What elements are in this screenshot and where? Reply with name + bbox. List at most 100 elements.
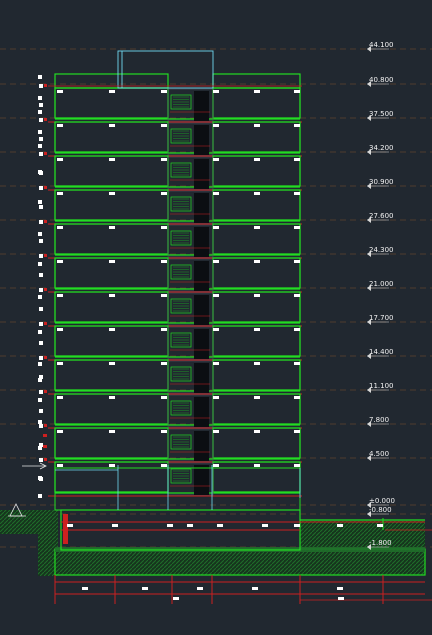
core-cell xyxy=(167,258,214,292)
level-label: 4.500 xyxy=(369,450,389,458)
floor xyxy=(48,461,302,497)
edge-marker-red xyxy=(44,458,47,461)
level-label: 21.000 xyxy=(369,280,394,288)
window-marker xyxy=(161,362,167,365)
edge-marker xyxy=(39,322,43,326)
window-marker xyxy=(161,328,167,331)
window-marker xyxy=(254,124,260,127)
side-marker xyxy=(38,420,42,424)
core-cell xyxy=(167,292,214,326)
podium-marker xyxy=(294,524,300,527)
podium-marker xyxy=(337,524,343,527)
window-marker xyxy=(254,396,260,399)
floor xyxy=(48,223,302,259)
side-marker xyxy=(38,362,42,366)
pile-marker xyxy=(252,587,258,590)
edge-marker-red xyxy=(44,84,47,87)
side-marker-red xyxy=(43,445,47,448)
edge-marker-red xyxy=(44,356,47,359)
window-marker xyxy=(254,158,260,161)
pile-marker xyxy=(82,587,88,590)
side-marker xyxy=(38,494,42,498)
window-marker xyxy=(109,158,115,161)
floor xyxy=(48,155,302,191)
window-marker xyxy=(57,90,63,93)
window-marker xyxy=(213,124,219,127)
window-marker xyxy=(294,294,300,297)
level-label: 11.100 xyxy=(369,382,394,390)
elevator-shaft xyxy=(194,261,209,291)
elevator-shaft xyxy=(194,91,209,121)
level-label: 30.900 xyxy=(369,178,394,186)
window-marker xyxy=(109,362,115,365)
window-marker xyxy=(161,226,167,229)
window-marker xyxy=(57,226,63,229)
edge-marker xyxy=(39,254,43,258)
edge-marker-red xyxy=(44,424,47,427)
podium-level xyxy=(8,462,432,551)
elevator-shaft xyxy=(194,125,209,155)
core-cell xyxy=(167,156,214,190)
edge-marker-red xyxy=(44,118,47,121)
side-marker xyxy=(38,330,42,334)
floor xyxy=(48,121,302,157)
window-marker xyxy=(294,192,300,195)
floor xyxy=(48,291,302,327)
window-marker xyxy=(213,464,219,467)
elevator-shaft xyxy=(194,193,209,223)
stair-frame xyxy=(170,298,192,314)
podium-marker xyxy=(112,524,118,527)
window-marker xyxy=(254,192,260,195)
elevator-shaft xyxy=(194,431,209,461)
window-marker xyxy=(254,430,260,433)
window-marker xyxy=(57,294,63,297)
window-marker xyxy=(57,260,63,263)
side-marker xyxy=(38,295,42,299)
podium-marker xyxy=(377,524,383,527)
edge-marker xyxy=(39,205,43,209)
column-markers xyxy=(38,75,383,600)
window-marker xyxy=(213,328,219,331)
core-cell xyxy=(167,360,214,394)
window-marker xyxy=(161,464,167,467)
pile-marker xyxy=(173,597,179,600)
stair-frame xyxy=(170,196,192,212)
window-marker xyxy=(57,192,63,195)
window-marker xyxy=(109,226,115,229)
lobby-frame xyxy=(54,467,301,511)
side-marker xyxy=(38,378,42,382)
edge-marker xyxy=(39,103,43,107)
edge-marker xyxy=(39,375,43,379)
window-marker xyxy=(161,260,167,263)
roof-machine-room xyxy=(117,50,214,89)
window-marker xyxy=(161,294,167,297)
window-marker xyxy=(109,328,115,331)
edge-marker xyxy=(39,84,43,88)
window-marker xyxy=(213,226,219,229)
floor xyxy=(48,87,302,123)
level-label: 37.500 xyxy=(369,110,394,118)
core-cell xyxy=(167,326,214,360)
side-marker xyxy=(38,446,42,450)
edge-marker xyxy=(39,239,43,243)
side-marker-red xyxy=(43,434,47,437)
core-cell xyxy=(167,122,214,156)
window-marker xyxy=(57,158,63,161)
side-marker xyxy=(38,110,42,114)
ground-left-lower xyxy=(38,534,58,576)
window-marker xyxy=(213,396,219,399)
level-label: 17.700 xyxy=(369,314,394,322)
window-marker xyxy=(57,464,63,467)
elevator-shaft xyxy=(194,363,209,393)
level-dimension-lines xyxy=(0,48,432,548)
roof-structure xyxy=(48,50,302,89)
core-cell xyxy=(167,224,214,258)
window-marker xyxy=(254,294,260,297)
window-marker xyxy=(161,430,167,433)
edge-marker-red xyxy=(44,152,47,155)
level-label: 34.200 xyxy=(369,144,394,152)
podium-marker xyxy=(262,524,268,527)
window-marker xyxy=(294,90,300,93)
floor xyxy=(48,189,302,225)
